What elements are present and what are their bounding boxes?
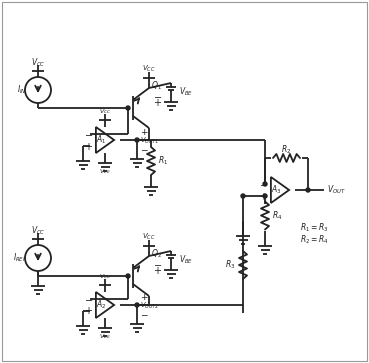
Text: $+$: $+$ — [259, 191, 269, 201]
Text: $R_1$: $R_1$ — [158, 155, 168, 167]
Text: $+$: $+$ — [153, 98, 162, 109]
Text: $+$: $+$ — [140, 127, 149, 137]
Circle shape — [263, 182, 267, 186]
Text: $V_{OUT2}$: $V_{OUT2}$ — [140, 301, 159, 311]
Text: $I_{REF}$: $I_{REF}$ — [13, 252, 27, 264]
Text: $+$: $+$ — [85, 140, 93, 151]
Circle shape — [135, 138, 139, 142]
Text: $A_2$: $A_2$ — [96, 299, 106, 311]
Text: $V_{EE}$: $V_{EE}$ — [99, 168, 111, 176]
Text: $Q_2$: $Q_2$ — [151, 248, 162, 260]
Text: $+$: $+$ — [85, 306, 93, 317]
Circle shape — [135, 303, 139, 307]
Text: $R_2$: $R_2$ — [282, 144, 292, 156]
Text: $V_{OUT}$: $V_{OUT}$ — [327, 184, 346, 196]
Text: $Q_1$: $Q_1$ — [151, 80, 162, 92]
Text: $V_{BE}$: $V_{BE}$ — [179, 86, 193, 98]
Text: $I_{IN}$: $I_{IN}$ — [17, 84, 27, 96]
Text: $V_{CC}$: $V_{CC}$ — [99, 273, 111, 281]
Circle shape — [241, 194, 245, 198]
Text: $V_{CC}$: $V_{CC}$ — [31, 57, 45, 69]
Text: $V_{CC}$: $V_{CC}$ — [142, 232, 156, 242]
Text: $+$: $+$ — [153, 265, 162, 277]
Text: $V_{BE}$: $V_{BE}$ — [179, 254, 193, 266]
Text: $V_{CC}$: $V_{CC}$ — [31, 225, 45, 237]
Text: $-$: $-$ — [259, 179, 269, 189]
Circle shape — [263, 194, 267, 198]
Text: $-$: $-$ — [153, 91, 162, 101]
Text: $-$: $-$ — [85, 129, 94, 139]
Text: $-$: $-$ — [85, 294, 94, 304]
Text: $+$: $+$ — [140, 292, 149, 302]
Text: $V_{EE}$: $V_{EE}$ — [99, 333, 111, 342]
Text: $-$: $-$ — [140, 310, 149, 318]
Text: $R_1 = R_3$: $R_1 = R_3$ — [300, 222, 329, 234]
Text: $-$: $-$ — [140, 144, 149, 154]
Text: $R_4$: $R_4$ — [272, 209, 282, 222]
Text: $V_{CC}$: $V_{CC}$ — [99, 107, 111, 117]
Circle shape — [306, 188, 310, 192]
Text: $-$: $-$ — [153, 259, 162, 269]
Circle shape — [126, 274, 130, 278]
Circle shape — [126, 106, 130, 110]
Text: $R_2 = R_4$: $R_2 = R_4$ — [300, 234, 329, 246]
Text: $V_{CC}$: $V_{CC}$ — [142, 64, 156, 74]
Text: $A_3$: $A_3$ — [271, 184, 281, 196]
Text: $V_{OUT1}$: $V_{OUT1}$ — [140, 136, 159, 146]
Text: $A_1$: $A_1$ — [96, 134, 106, 146]
Text: $R_3$: $R_3$ — [225, 259, 235, 271]
